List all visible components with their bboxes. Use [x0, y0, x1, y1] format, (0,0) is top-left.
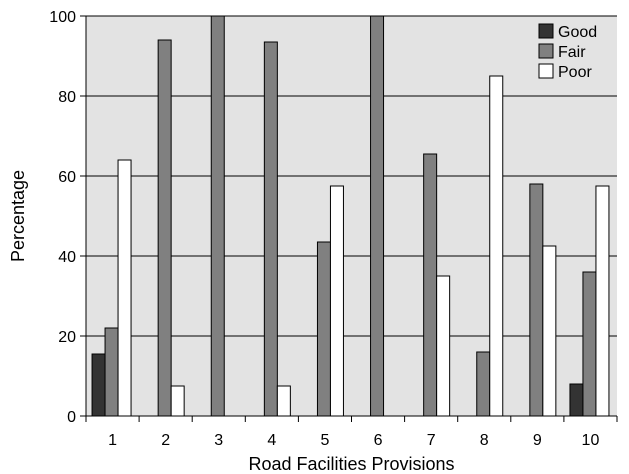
- y-axis-title: Percentage: [8, 170, 28, 262]
- x-tick-label: 8: [480, 432, 489, 449]
- legend-label-good: Good: [558, 24, 597, 41]
- x-axis-title: Road Facilities Provisions: [248, 454, 454, 474]
- x-axis-ticks: 1 2 3 4 5 6 7 8 9 10: [85, 416, 618, 449]
- bar-poor-10: [595, 185, 610, 417]
- bar-fair-10: [582, 271, 597, 417]
- bar-fair-6: [370, 15, 385, 417]
- y-tick-label: 0: [67, 409, 76, 426]
- gridlines: [86, 15, 617, 337]
- x-tick-label: 2: [161, 432, 170, 449]
- legend-swatch-fair: [538, 43, 554, 59]
- bars: [91, 15, 610, 417]
- y-axis-ticks: 0 20 40 60 80 100: [49, 9, 86, 426]
- legend-swatch-poor: [538, 63, 554, 79]
- x-tick-label: 3: [214, 432, 223, 449]
- y-tick-label: 60: [58, 169, 76, 186]
- legend-swatch-good: [538, 23, 554, 39]
- bar-fair-7: [423, 153, 438, 417]
- y-tick-label: 40: [58, 249, 76, 266]
- bar-good-1: [91, 353, 106, 417]
- x-tick-label: 6: [374, 432, 383, 449]
- x-tick-label: 9: [533, 432, 542, 449]
- bar-fair-1: [104, 327, 119, 417]
- bar-poor-8: [489, 75, 504, 417]
- bar-poor-5: [329, 185, 344, 417]
- bar-poor-1: [117, 159, 132, 417]
- y-tick-label: 100: [49, 9, 76, 26]
- bar-poor-2: [170, 385, 185, 417]
- bar-fair-2: [157, 39, 172, 417]
- bar-fair-9: [529, 183, 544, 417]
- bar-poor-9: [542, 245, 557, 417]
- bar-fair-3: [210, 15, 225, 417]
- x-tick-label: 10: [582, 432, 600, 449]
- bar-fair-8: [476, 351, 491, 417]
- plot-area: [86, 16, 617, 416]
- y-tick-label: 80: [58, 89, 76, 106]
- bar-poor-7: [436, 275, 451, 417]
- x-tick-label: 1: [108, 432, 117, 449]
- bar-fair-4: [263, 41, 278, 417]
- y-tick-label: 20: [58, 329, 76, 346]
- x-tick-label: 5: [320, 432, 329, 449]
- bar-poor-4: [276, 385, 291, 417]
- bar-fair-5: [316, 241, 331, 417]
- bar-good-10: [569, 383, 584, 417]
- legend-label-fair: Fair: [558, 44, 586, 61]
- x-tick-label: 4: [267, 432, 276, 449]
- legend-label-poor: Poor: [558, 64, 592, 81]
- x-tick-label: 7: [427, 432, 436, 449]
- legend: Good Fair Poor: [538, 23, 597, 81]
